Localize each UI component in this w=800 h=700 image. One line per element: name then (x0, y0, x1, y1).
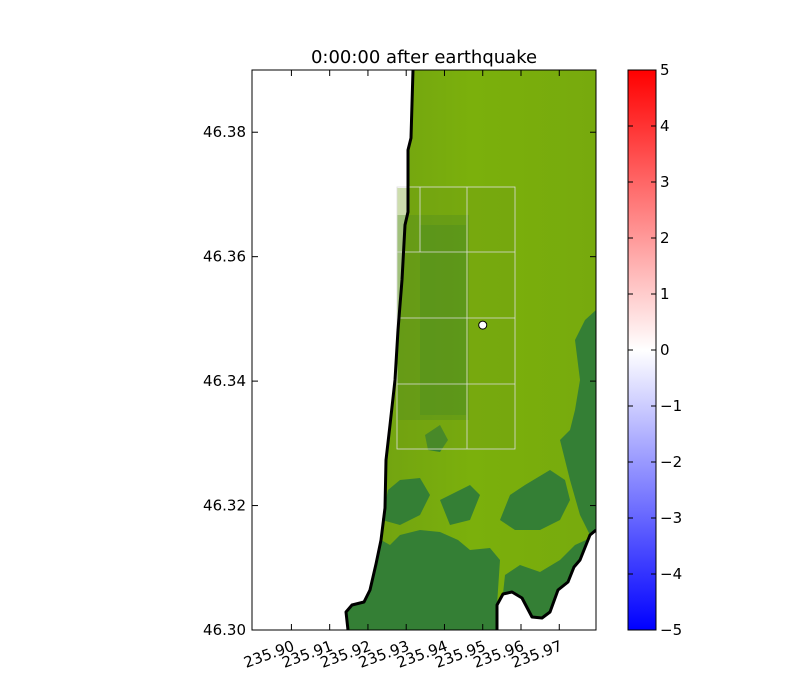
dark-land-patches (346, 310, 596, 630)
y-axis-ticks: 46.30 46.32 46.34 46.36 46.38 (203, 123, 596, 639)
coastline (344, 70, 596, 630)
colorbar-tick-label: 3 (660, 173, 670, 191)
refinement-texture (397, 188, 515, 450)
y-tick-label: 46.34 (203, 372, 246, 390)
chart-title: 0:00:00 after earthquake (311, 47, 537, 68)
colorbar-tick-label: 5 (660, 61, 670, 79)
colorbar-tick-label: −3 (660, 509, 682, 527)
y-tick-label: 46.32 (203, 497, 246, 515)
plot-frame (251, 69, 597, 631)
y-tick-label: 46.36 (203, 248, 246, 266)
map-axes: 235.90235.91235.92235.93235.94235.95235.… (203, 69, 597, 672)
gauge-marker (478, 320, 488, 330)
colorbar-ticks: 5 4 3 2 1 0 −1 −2 −3 −4 −5 (628, 61, 682, 639)
colorbar-tick-label: −4 (660, 565, 682, 583)
colorbar-tick-label: −1 (660, 397, 682, 415)
colorbar-tick-label: 0 (660, 341, 670, 359)
y-tick-label: 46.38 (203, 123, 246, 141)
y-tick-label: 46.30 (203, 621, 246, 639)
colorbar-tick-label: −2 (660, 453, 682, 471)
colorbar: 5 4 3 2 1 0 −1 −2 −3 −4 −5 (627, 61, 682, 639)
colorbar-tick-label: 2 (660, 229, 670, 247)
colorbar-tick-label: 1 (660, 285, 670, 303)
colorbar-tick-label: −5 (660, 621, 682, 639)
colorbar-tick-label: 4 (660, 117, 670, 135)
patch-grid (396, 186, 516, 450)
